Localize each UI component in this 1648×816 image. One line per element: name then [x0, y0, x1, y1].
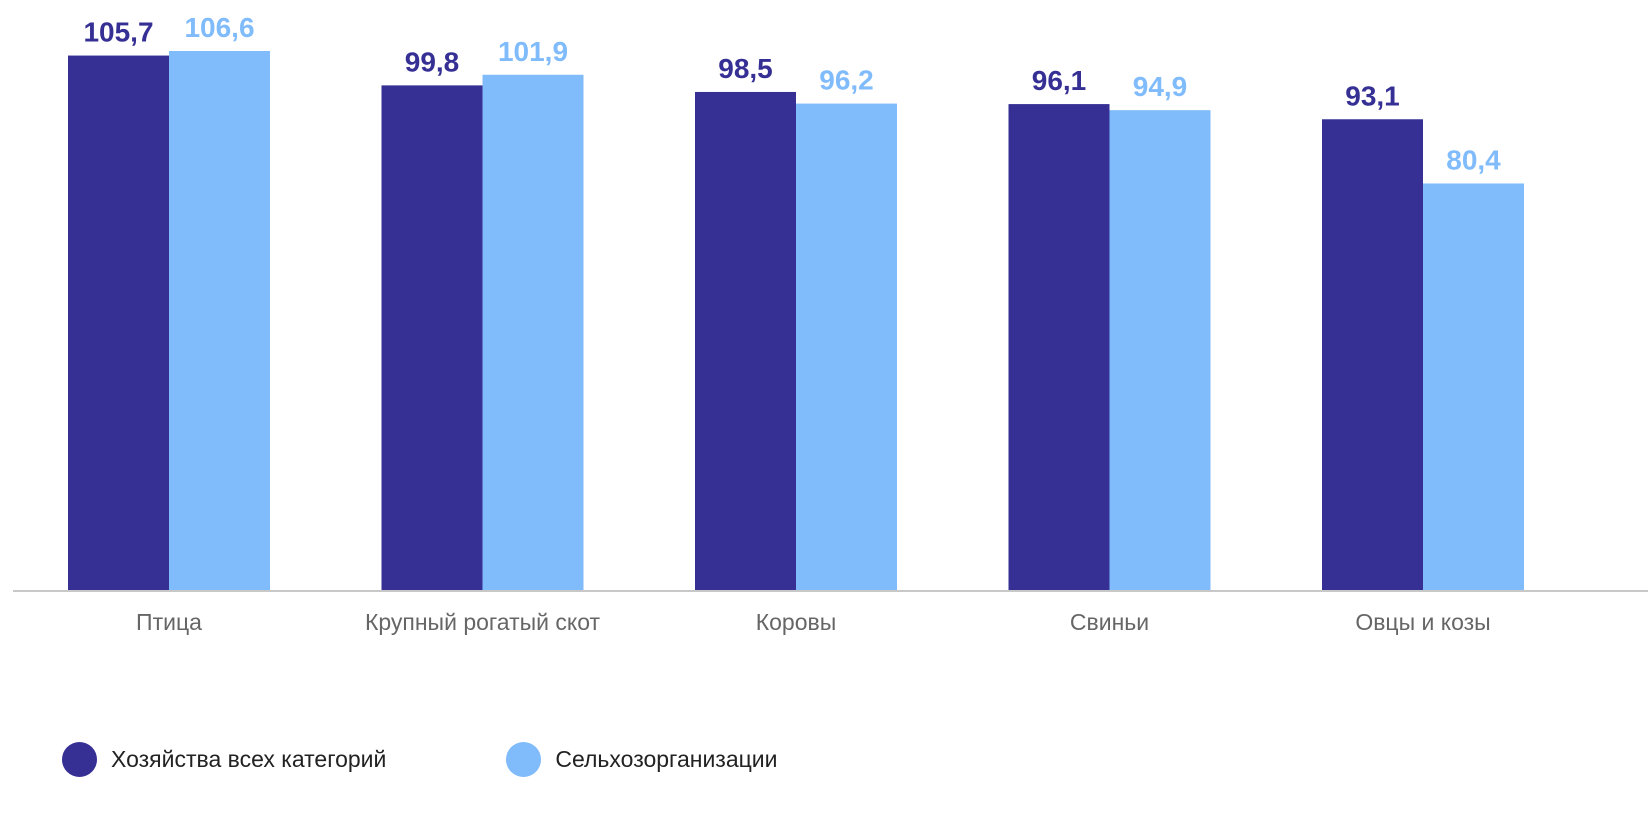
bar-series-2-4: [1109, 110, 1211, 590]
category-label-4: Свиньи: [1070, 609, 1149, 635]
value-label-series-2-1: 106,6: [184, 12, 254, 43]
bar-series-2-5: [1423, 183, 1524, 590]
bar-series-1-2: [381, 85, 483, 590]
value-label-series-1-2: 99,8: [405, 46, 460, 77]
bar-series-2-3: [796, 103, 897, 591]
category-label-2: Крупный рогатый скот: [365, 609, 601, 635]
bar-series-2-1: [169, 51, 270, 590]
legend-swatch-series-2: [506, 742, 542, 777]
category-label-5: Овцы и козы: [1355, 609, 1490, 635]
legend-item-series-2: Сельхозорганизации: [506, 742, 778, 777]
value-label-series-2-4: 94,9: [1133, 71, 1188, 102]
category-label-1: Птица: [136, 609, 202, 635]
value-label-series-1-5: 93,1: [1345, 80, 1400, 111]
bars-group: [68, 51, 1524, 591]
value-label-series-1-3: 98,5: [718, 53, 773, 84]
value-label-series-1-1: 105,7: [83, 17, 153, 48]
category-labels-group: Птица Крупный рогатый скот Коровы Свиньи Овц…: [136, 609, 1491, 635]
bar-chart: 105,7 106,6 99,8 101,9 98,5 96,2 96,1 94,9 93,1 8…: [13, 12, 1648, 635]
legend: Хозяйства всех категорий Сельхозорганиза…: [62, 742, 898, 777]
value-label-series-2-3: 96,2: [819, 65, 874, 96]
value-label-series-2-5: 80,4: [1446, 144, 1501, 175]
value-label-series-2-2: 101,9: [498, 36, 568, 67]
bar-series-1-5: [1322, 119, 1423, 590]
category-label-3: Коровы: [756, 609, 837, 635]
bar-series-2-2: [482, 74, 584, 591]
bar-series-1-3: [695, 91, 796, 591]
bar-series-1-4: [1008, 104, 1110, 590]
bar-series-1-1: [68, 55, 169, 590]
legend-label-series-2: Сельхозорганизации: [555, 746, 778, 772]
value-label-series-1-4: 96,1: [1032, 65, 1087, 96]
legend-item-series-1: Хозяйства всех категорий: [62, 742, 386, 777]
legend-label-series-1: Хозяйства всех категорий: [111, 746, 387, 772]
value-labels-group: 105,7 106,6 99,8 101,9 98,5 96,2 96,1 94,9 93,1 8…: [83, 12, 1501, 175]
legend-swatch-series-1: [62, 742, 97, 777]
